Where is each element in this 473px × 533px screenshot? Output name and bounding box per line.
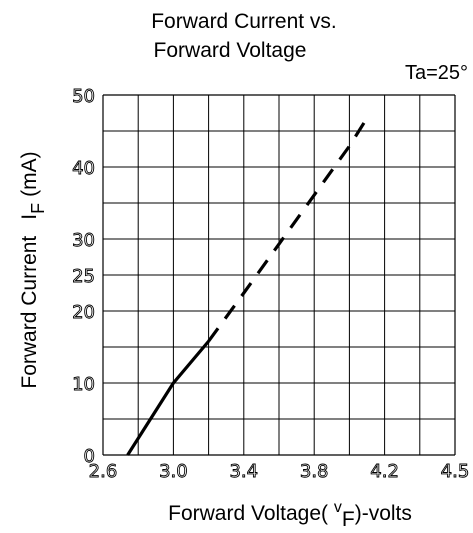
chart-title-line2: Forward Voltage [154, 39, 307, 62]
y-tick-label: 0 [84, 446, 95, 467]
x-tick-label: 3.4 [229, 461, 258, 482]
x-axis-label: Forward Voltage( vF)-volts [168, 499, 412, 531]
iv-curve [126, 117, 369, 456]
curve-dashed-segment [207, 117, 369, 343]
x-tick-label: 4.2 [370, 461, 399, 482]
x-tick-label: 3.0 [159, 461, 188, 482]
y-tick-label: 20 [72, 302, 95, 323]
x-axis-label-v: v [334, 499, 342, 516]
y-tick-label: 50 [72, 86, 95, 107]
chart-title-line1: Forward Current vs. [151, 10, 337, 33]
x-axis-label-sub: F [342, 508, 355, 531]
y-tick-label: 25 [72, 266, 95, 287]
y-tick-labels: 0 10 20 25 30 40 50 [72, 86, 96, 468]
x-tick-label: 2.6 [89, 461, 118, 482]
y-tick-label: 40 [72, 158, 95, 179]
y-tick-label: 10 [72, 374, 95, 395]
temperature-condition: Ta=25° [405, 62, 468, 84]
x-axis-label-suffix: )-volts [355, 502, 412, 525]
y-axis-label: Forward Current IF (mA) [18, 151, 48, 388]
y-tick-label: 30 [72, 230, 95, 251]
grid [102, 94, 456, 456]
x-tick-labels: 2.6 3.0 3.4 3.8 4.2 4.5 [88, 461, 470, 483]
y-axis-label-unit: (mA) [18, 151, 41, 197]
x-axis-label-prefix: Forward Voltage( [168, 502, 334, 525]
x-tick-label: 4.5 [441, 461, 470, 482]
y-axis-label-main: Forward Current [18, 236, 41, 389]
svg-text:Forward CurrentIF(mA): Forward Current IF (mA) [18, 151, 48, 388]
y-axis-label-i: I [18, 214, 41, 220]
x-tick-label: 3.8 [300, 461, 329, 482]
curve-solid-segment [126, 340, 210, 456]
y-axis-label-sub: F [28, 203, 48, 214]
